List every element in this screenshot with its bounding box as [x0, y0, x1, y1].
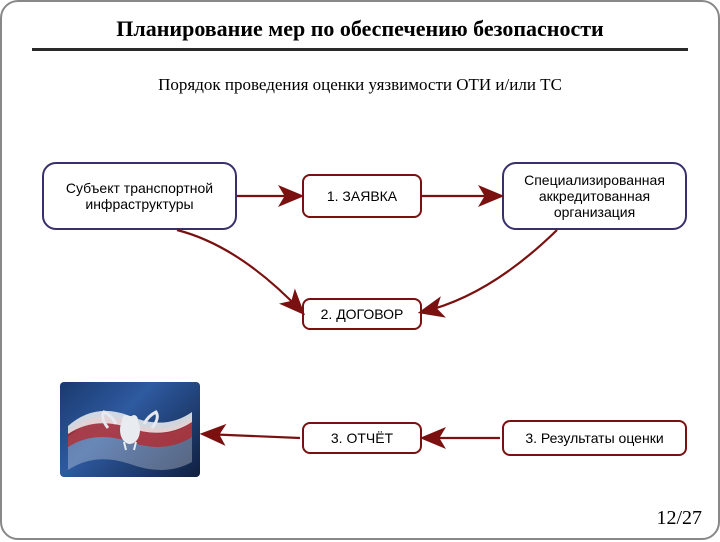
slide: Планирование мер по обеспечению безопасн… [0, 0, 720, 540]
page-number: 12/27 [656, 507, 702, 530]
org-to-dogovor [422, 230, 557, 312]
arrows-layer [2, 2, 720, 542]
subject-to-dogovor [177, 230, 302, 312]
otchet-to-emblem [204, 434, 300, 438]
